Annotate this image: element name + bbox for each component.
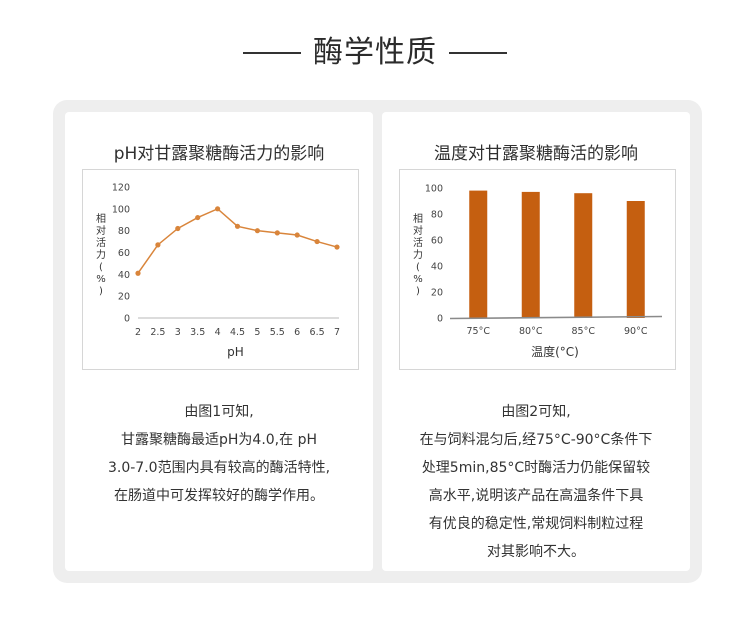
description-line: 高水平,说明该产品在高温条件下具 [428,488,644,504]
temperature-card-title: 温度对甘露聚糖酶活的影响 [434,144,638,164]
ph-effect-card: pH对甘露聚糖酶活力的影响 0 20 40 60 80 100 120 2 2.5 3 3.5 4 4.… [65,112,373,571]
ph-chart: 0 20 40 60 80 100 120 2 2.5 3 3.5 4 4.5 5 5.5 6 6.5 7 pH 相对… [82,169,359,370]
x-tick-label: 4.5 [230,327,245,338]
heading-dash-right [449,52,507,54]
y-axis-label-char: 对 [413,224,423,237]
data-point [175,225,181,232]
x-tick-label: 75°C [467,326,491,337]
data-point [274,230,280,236]
y-tick-label: 40 [431,262,443,273]
y-tick-label: 100 [425,184,443,195]
x-tick-label: 3 [175,327,181,338]
heading-dash-left [243,52,301,54]
bar [469,190,488,318]
y-axis-label-char: ) [99,286,103,297]
enzyme-properties-panel: pH对甘露聚糖酶活力的影响 0 20 40 60 80 100 120 2 2.5 3 3.5 4 4.… [53,100,702,583]
bar [626,201,645,318]
data-point [254,228,260,234]
y-tick-label: 80 [118,226,130,237]
y-tick-label: 40 [118,270,130,281]
ph-card-title: pH对甘露聚糖酶活力的影响 [113,144,325,164]
x-tick-label: 2 [135,327,141,338]
y-axis-label-char: 力 [413,248,423,261]
data-point [135,270,141,276]
data-point [215,206,221,212]
y-axis-label-char: ( [99,262,103,273]
y-axis-label-char: ( [416,262,420,273]
bar [521,191,540,318]
data-point [334,244,340,250]
y-tick-label: 0 [437,314,443,325]
ph-chart-svg: 0 20 40 60 80 100 120 2 2.5 3 3.5 4 4.5 5 5.5 6 6.5 7 pH 相对… [96,183,340,360]
data-point [155,242,161,248]
description-line: 有优良的稳定性,常规饲料制粒过程 [428,516,644,532]
description-line: 对其影响不大。 [487,544,585,560]
y-tick-label: 0 [124,314,130,325]
y-axis-label-char: 相 [413,212,423,225]
temperature-chart-svg: 0 20 40 60 80 100 75°C 80°C 85°C 90°C 温度(°C) 相对活力(%… [413,184,663,359]
y-tick-label: 120 [112,183,130,194]
x-tick-label: 5 [254,327,260,338]
x-tick-label: 6.5 [310,327,325,338]
description-line: 在肠道中可发挥较好的酶学作用。 [114,488,324,504]
x-axis-line [449,315,663,320]
page-heading: 酶学性质 [0,33,750,73]
page-title: 酶学性质 [313,35,437,70]
ph-card-description: 由图1可知, 甘露聚糖酶最适pH为4.0,在 pH 3.0-7.0范围内具有较高的酶… [79,398,359,510]
y-tick-label: 20 [118,292,130,303]
x-tick-label: 5.5 [270,327,285,338]
y-tick-label: 20 [431,288,443,299]
data-point [314,238,320,245]
temperature-effect-card: 温度对甘露聚糖酶活的影响 0 20 40 60 80 100 75°C 80°C 85°C 90°… [382,112,690,571]
description-line: 由图2可知, [501,404,571,420]
y-axis-label-char: ) [416,286,420,297]
data-point [294,232,300,238]
y-tick-label: 60 [118,248,130,259]
description-line: 处理5min,85°C时酶活力仍能保留较 [421,460,651,476]
data-point [195,214,201,221]
x-tick-label: 6 [294,327,300,338]
x-tick-label: 3.5 [190,327,205,338]
description-line: 由图1可知, [184,404,254,420]
x-tick-label: 80°C [519,326,543,337]
temperature-chart: 0 20 40 60 80 100 75°C 80°C 85°C 90°C 温度(°C) 相对活力(%… [399,169,676,370]
y-axis-label-char: % [96,274,106,285]
y-tick-label: 100 [112,204,130,215]
x-tick-label: 7 [334,327,340,338]
temperature-card-description: 由图2可知, 在与饲料混匀后,经75°C-90°C条件下 处理5min,85°C时酶… [396,398,676,566]
description-line: 3.0-7.0范围内具有较高的酶活特性, [107,460,331,476]
x-tick-label: 4 [215,327,221,338]
bar [574,193,593,318]
x-tick-label: 2.5 [150,327,165,338]
data-point [234,223,241,229]
description-line: 甘露聚糖酶最适pH为4.0,在 pH [121,432,317,448]
y-tick-label: 80 [431,210,443,221]
y-axis-label-char: 活 [96,237,106,249]
x-tick-label: 85°C [572,326,596,337]
x-axis-label: pH [227,345,244,359]
y-tick-label: 60 [431,236,443,247]
series-line [137,207,338,274]
y-axis-label-char: 对 [96,224,106,237]
y-axis-label-char: 活 [413,237,423,249]
y-axis-label-char: 相 [96,212,106,225]
description-line: 在与饲料混匀后,经75°C-90°C条件下 [419,432,653,448]
y-axis-label-char: 力 [96,248,106,261]
x-tick-label: 90°C [624,326,648,337]
x-axis-label: 温度(°C) [531,344,579,359]
y-axis-label-char: % [413,274,423,285]
